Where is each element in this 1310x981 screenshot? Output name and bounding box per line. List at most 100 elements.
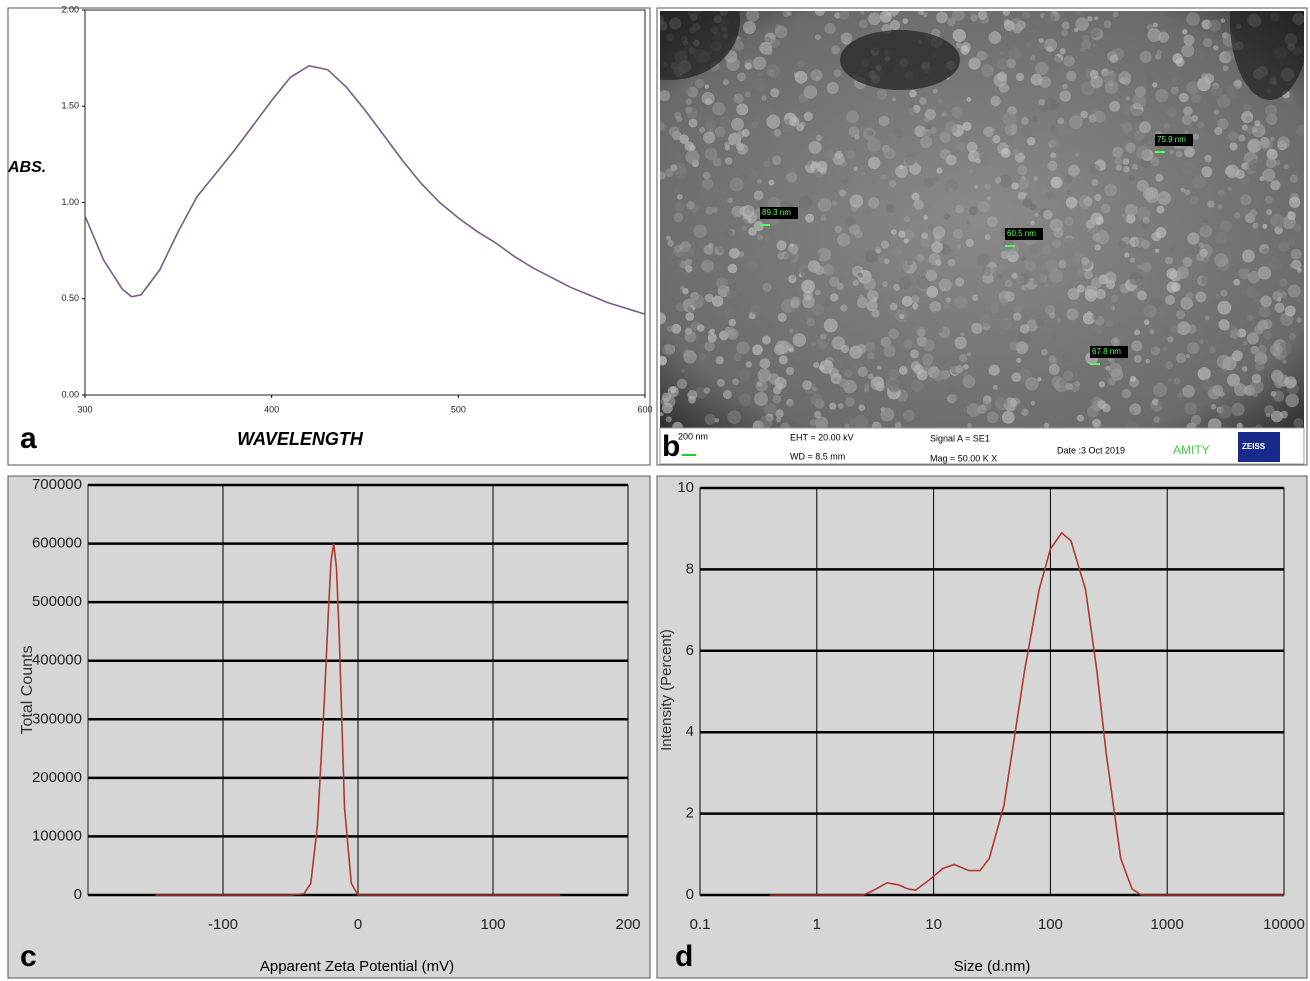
sem-grain xyxy=(898,276,911,290)
sem-grain xyxy=(971,322,983,334)
sem-grain xyxy=(1143,304,1157,318)
sem-grain xyxy=(951,217,965,231)
sem-grain xyxy=(1052,239,1062,249)
sem-grain xyxy=(1033,176,1039,181)
sem-grain xyxy=(775,416,782,423)
sem-grain xyxy=(1110,337,1121,347)
sem-grain xyxy=(1075,152,1080,158)
sem-grain xyxy=(901,295,913,307)
sem-grain xyxy=(1264,195,1273,204)
sem-grain xyxy=(1092,232,1102,242)
sem-grain xyxy=(837,403,844,409)
sem-grain xyxy=(880,407,885,412)
sem-grain xyxy=(742,174,747,179)
sem-grain xyxy=(716,240,730,253)
sem-grain xyxy=(857,272,864,278)
sem-grain xyxy=(1076,284,1085,293)
x-tick-label: -100 xyxy=(208,916,238,933)
sem-grain xyxy=(960,45,970,55)
sem-grain xyxy=(1059,90,1071,102)
sem-grain xyxy=(1234,383,1247,397)
sem-grain xyxy=(1217,189,1225,197)
sem-grain xyxy=(1137,247,1143,254)
info-text: 200 nm xyxy=(678,431,708,441)
measurement-label: 67.8 nm xyxy=(1092,347,1121,356)
sem-grain xyxy=(1121,102,1135,116)
sem-grain xyxy=(693,224,707,238)
sem-grain xyxy=(966,97,972,103)
sem-grain xyxy=(1044,283,1049,288)
sem-grain xyxy=(1200,275,1210,285)
sem-grain xyxy=(915,213,924,222)
sem-grain xyxy=(963,364,969,370)
sem-grain xyxy=(1247,314,1254,322)
sem-grain xyxy=(705,206,714,215)
y-tick-label: 0 xyxy=(74,886,82,903)
sem-grain xyxy=(1003,238,1015,250)
sem-grain xyxy=(941,111,947,117)
sem-grain xyxy=(852,279,859,287)
sem-grain xyxy=(1289,174,1299,183)
sem-grain xyxy=(1176,321,1191,336)
info-text: WD = 8.5 mm xyxy=(790,451,845,461)
sem-grain xyxy=(1050,152,1057,159)
sem-grain xyxy=(1282,359,1287,364)
sem-grain xyxy=(757,71,763,78)
sem-grain xyxy=(943,302,951,310)
sem-grain xyxy=(674,111,682,119)
sem-grain xyxy=(997,58,1009,70)
sem-grain xyxy=(826,81,839,94)
sem-grain xyxy=(1276,220,1285,229)
sem-grain xyxy=(660,312,667,325)
sem-grain xyxy=(1134,329,1141,336)
sem-grain xyxy=(883,147,896,160)
sem-grain xyxy=(891,229,897,235)
sem-grain xyxy=(1265,113,1278,126)
sem-grain xyxy=(891,12,896,18)
x-axis-label: Apparent Zeta Potential (mV) xyxy=(260,958,454,975)
sem-grain xyxy=(733,353,742,362)
sem-grain xyxy=(1104,183,1118,197)
sem-grain xyxy=(830,293,839,302)
data-line xyxy=(155,543,561,896)
sem-grain xyxy=(1011,372,1022,383)
sem-grain xyxy=(1029,181,1041,193)
sem-grain xyxy=(685,265,693,273)
sem-grain xyxy=(752,344,763,356)
sem-grain xyxy=(834,12,841,19)
sem-grain xyxy=(715,356,724,365)
sem-grain xyxy=(1130,410,1135,415)
data-line xyxy=(84,64,646,315)
sem-grain xyxy=(876,89,888,100)
sem-grain xyxy=(1222,65,1229,72)
sem-grain xyxy=(920,136,933,149)
sem-grain xyxy=(853,414,868,428)
plot-area xyxy=(84,9,646,396)
sem-grain xyxy=(685,98,693,105)
sem-grain xyxy=(1049,269,1064,283)
sem-grain xyxy=(1095,288,1106,300)
sem-grain xyxy=(829,402,837,410)
sem-grain xyxy=(1052,334,1058,339)
sem-grain xyxy=(904,310,911,317)
sem-grain xyxy=(823,318,838,333)
sem-grain xyxy=(1066,308,1079,321)
sem-grain xyxy=(946,384,957,395)
sem-grain xyxy=(1126,419,1133,426)
sem-grain xyxy=(1040,348,1048,356)
sem-grain xyxy=(770,87,780,98)
sem-grain xyxy=(1150,156,1160,167)
sem-grain xyxy=(917,292,922,297)
sem-grain xyxy=(928,224,934,230)
sem-grain xyxy=(703,171,711,180)
sem-grain xyxy=(940,133,951,144)
sem-grain xyxy=(813,362,820,369)
sem-grain xyxy=(1183,106,1193,116)
sem-grain xyxy=(1180,187,1185,193)
sem-grain xyxy=(752,170,759,176)
sem-grain xyxy=(950,393,959,402)
sem-grain xyxy=(854,134,860,140)
sem-grain xyxy=(1254,351,1268,365)
sem-grain xyxy=(992,135,1001,144)
sem-grain xyxy=(1238,134,1246,142)
